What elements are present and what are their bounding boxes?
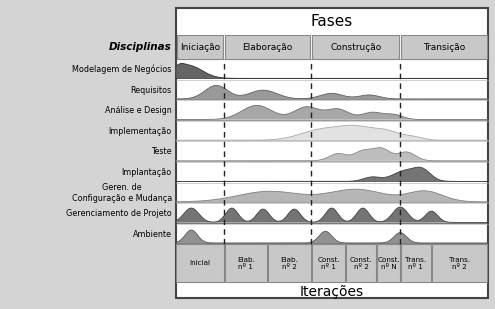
Text: Trans.
nº 1: Trans. nº 1 <box>405 257 426 270</box>
Bar <box>377 244 400 282</box>
Bar <box>177 35 223 59</box>
Text: Requisitos: Requisitos <box>131 86 172 95</box>
Text: Ambiente: Ambiente <box>133 230 172 239</box>
Bar <box>312 244 345 282</box>
Text: Iniciação: Iniciação <box>180 43 220 52</box>
Text: Elab.
nº 2: Elab. nº 2 <box>281 257 298 270</box>
Text: Transição: Transição <box>423 43 465 52</box>
Text: Const.
nº 1: Const. nº 1 <box>317 257 340 270</box>
Bar <box>225 35 310 59</box>
Text: Fases: Fases <box>310 14 353 29</box>
Text: Geren. de
Configuração e Mudança: Geren. de Configuração e Mudança <box>71 183 172 203</box>
Bar <box>225 244 267 282</box>
Text: Construção: Construção <box>330 43 382 52</box>
Bar <box>176 244 224 282</box>
Text: Const.
nº N: Const. nº N <box>377 257 400 270</box>
Text: Gerenciamento de Projeto: Gerenciamento de Projeto <box>66 209 172 218</box>
Text: Const.
nº 2: Const. nº 2 <box>350 257 373 270</box>
Text: Implantação: Implantação <box>121 168 172 177</box>
Bar <box>401 244 431 282</box>
Bar <box>312 35 399 59</box>
Bar <box>268 244 311 282</box>
Bar <box>432 244 487 282</box>
Bar <box>176 8 488 298</box>
Bar <box>401 35 487 59</box>
Text: Trans.
nº 2: Trans. nº 2 <box>449 257 470 270</box>
Text: Iterações: Iterações <box>299 285 364 299</box>
Bar <box>346 244 376 282</box>
Text: Inicial: Inicial <box>190 260 210 266</box>
Text: Elab.
nº 1: Elab. nº 1 <box>237 257 255 270</box>
Text: Modelagem de Negócios: Modelagem de Negócios <box>72 65 172 74</box>
Text: Disciplinas: Disciplinas <box>109 42 172 52</box>
Text: Implementação: Implementação <box>108 127 172 136</box>
Text: Análise e Design: Análise e Design <box>105 106 172 115</box>
Text: Teste: Teste <box>151 147 172 156</box>
Text: Elaboração: Elaboração <box>243 43 293 52</box>
